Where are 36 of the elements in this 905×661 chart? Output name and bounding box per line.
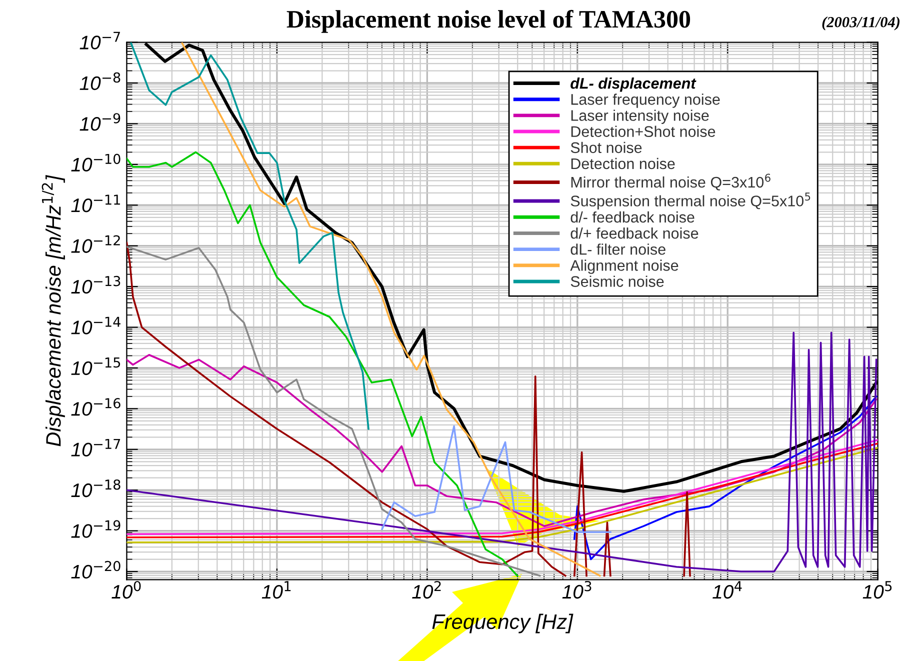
x-tick-label: 10$^{3}$ — [562, 580, 592, 599]
y-tick-label: 10$^{−8}$ — [80, 72, 120, 90]
legend-label: Suspension thermal noise Q=5x10$^{5}$ — [570, 192, 810, 210]
y-tick-label: 10$^{−16}$ — [71, 398, 120, 416]
chart-title: Displacement noise level of TAMA300 — [286, 10, 690, 33]
y-tick-label: 10$^{−12}$ — [71, 235, 120, 253]
text: (2003/11/04) — [822, 16, 900, 30]
y-tick-label: 10$^{−18}$ — [71, 479, 120, 498]
x-tick-label: 10$^{5}$ — [862, 581, 892, 599]
legend-label: Mirror thermal noise Q=3x10$^{6}$ — [571, 174, 770, 190]
legend-label: d/+ feedback noise — [570, 228, 698, 239]
y-tick-label: 10$^{−7}$ — [80, 32, 120, 50]
legend-label: Laser frequency noise — [571, 94, 720, 108]
y-tick-label: 10$^{−15}$ — [71, 358, 120, 376]
y-tick-label: 10$^{−9}$ — [80, 113, 120, 131]
legend-label: d/- feedback noise — [570, 211, 694, 223]
y-tick-label: 10$^{−11}$ — [71, 194, 120, 212]
legend-label: dL- filter noise — [570, 244, 666, 255]
x-tick-label: 10$^{4}$ — [712, 581, 742, 599]
x-tick-label: 10$^{2}$ — [412, 580, 441, 599]
y-tick-label: 10$^{−20}$ — [71, 560, 120, 579]
y-tick-label: 10$^{−19}$ — [71, 520, 120, 538]
legend-label: Seismic noise — [570, 276, 664, 287]
y-axis-title: Displacement noise [m/Hz$^{1/2}$] — [42, 174, 65, 446]
y-tick-label: 10$^{−17}$ — [71, 438, 120, 457]
y-tick-label: 10$^{−13}$ — [71, 276, 120, 294]
x-tick-label: 10$^{0}$ — [112, 580, 141, 599]
x-tick-label: 10$^{1}$ — [262, 581, 291, 599]
legend-label: Alignment noise — [570, 260, 678, 274]
y-tick-label: 10$^{−14}$ — [71, 316, 120, 334]
legend-label: dL- displacement — [570, 78, 696, 92]
legend-label: Shot noise — [570, 142, 642, 154]
legend-label: Detection+Shot noise — [571, 126, 716, 137]
legend-label: Detection noise — [571, 158, 675, 170]
y-tick-label: 10$^{−10}$ — [71, 154, 120, 172]
legend-label: Laser intensity noise — [571, 110, 709, 124]
